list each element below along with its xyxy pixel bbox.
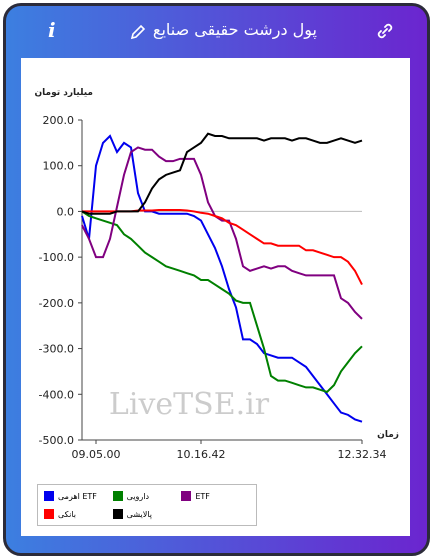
legend-label: دارویی <box>126 491 150 501</box>
legend-label: ETF اهرمی <box>58 491 97 501</box>
legend-swatch <box>112 509 123 519</box>
y-tick-label: -200.0 <box>39 297 74 310</box>
link-icon[interactable] <box>376 22 394 40</box>
chart: میلیارد تومان زمان LiveTSE.ir 200.0 100.0… <box>34 88 399 461</box>
legend: ETF اهرمی دارویی ETF بانکی پالایشی <box>37 484 257 526</box>
legend-item[interactable]: ETF <box>181 489 250 503</box>
legend-item[interactable]: بانکی <box>44 507 113 521</box>
watermark: LiveTSE.ir <box>109 387 270 422</box>
series-line <box>81 210 363 394</box>
legend-item[interactable]: ETF اهرمی <box>44 489 113 503</box>
series-line <box>81 134 363 423</box>
y-axis-label: میلیارد تومان <box>34 88 93 98</box>
info-button[interactable]: i <box>48 18 56 42</box>
x-tick-label: 10.16.42 <box>177 448 226 461</box>
chart-panel: میلیارد تومان زمان LiveTSE.ir 200.0 100.0… <box>21 58 410 536</box>
y-tick-label: -400.0 <box>39 388 74 401</box>
x-axis-label: زمان <box>377 430 399 440</box>
legend-label: بانکی <box>58 509 76 519</box>
edit-icon[interactable] <box>130 24 146 40</box>
card: i پول درشت حقیقی صنایع میلیارد تومان زما… <box>3 3 430 556</box>
legend-swatch <box>181 491 192 501</box>
y-tick-label: -100.0 <box>39 251 74 264</box>
legend-label: ETF <box>195 491 210 501</box>
legend-label: پالایشی <box>126 509 152 519</box>
y-tick-label: 100.0 <box>43 160 75 173</box>
y-tick-label: -500.0 <box>39 434 74 447</box>
legend-swatch <box>44 509 54 519</box>
x-tick-label: 09.05.00 <box>72 448 121 461</box>
y-tick-label: -300.0 <box>39 343 74 356</box>
y-tick-label: 200.0 <box>43 114 75 127</box>
header-title: پول درشت حقیقی صنایع <box>152 20 317 39</box>
legend-item[interactable]: دارویی <box>112 489 182 503</box>
y-tick-label: 0.0 <box>57 205 75 218</box>
legend-item[interactable]: پالایشی <box>112 507 182 521</box>
header: i پول درشت حقیقی صنایع <box>6 6 427 58</box>
legend-swatch <box>112 491 123 501</box>
legend-swatch <box>44 491 54 501</box>
series-line <box>81 132 363 215</box>
series-line <box>81 146 363 320</box>
x-tick-label: 12.32.34 <box>338 448 387 461</box>
